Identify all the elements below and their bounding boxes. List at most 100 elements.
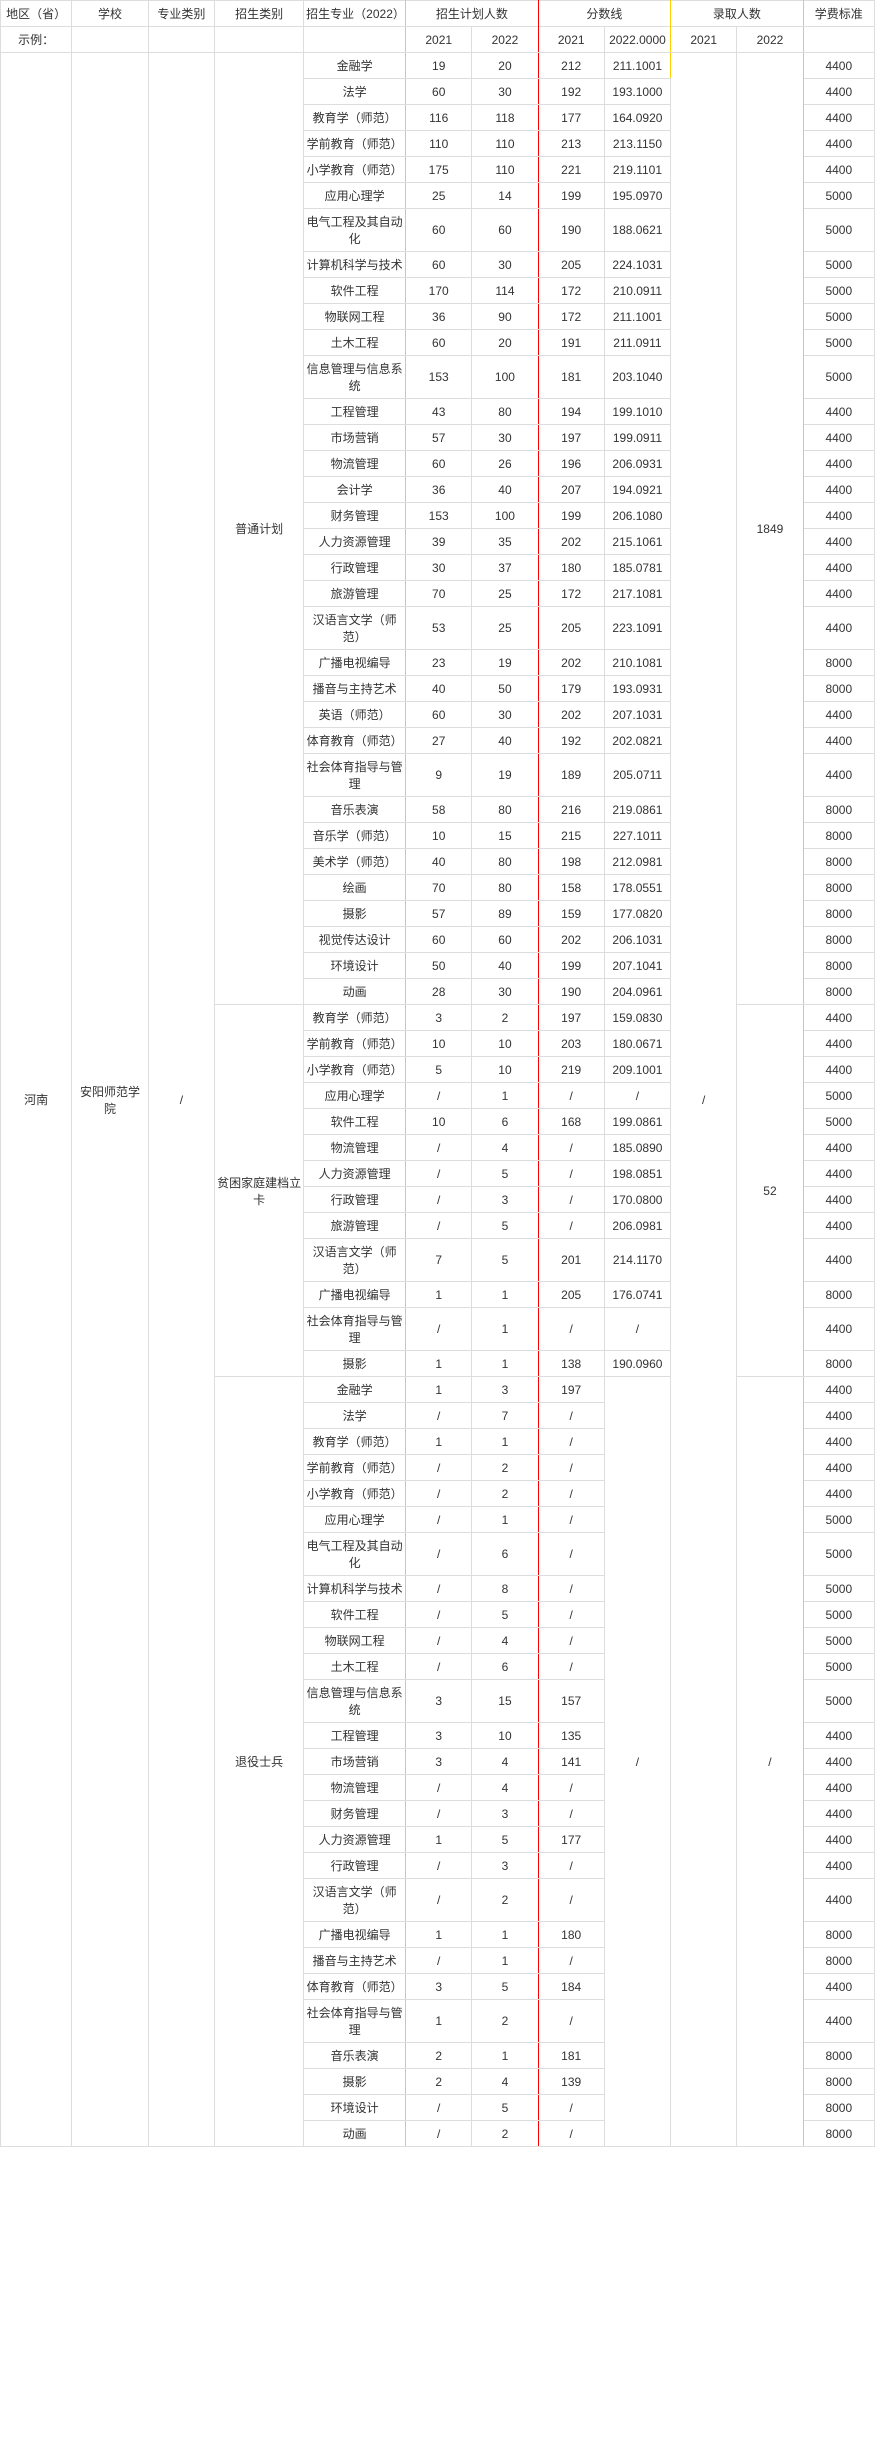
plan-2022: 4 <box>472 1135 538 1161</box>
score-2022: 193.1000 <box>604 79 670 105</box>
score-2022: 207.1031 <box>604 702 670 728</box>
fee-cell: 4400 <box>803 1853 874 1879</box>
score-2021: 212 <box>538 53 604 79</box>
fee-cell: 4400 <box>803 702 874 728</box>
enroll-2022-cell: / <box>737 1377 803 2147</box>
plan-2021: / <box>406 1308 472 1351</box>
major-cell: 社会体育指导与管理 <box>304 2000 406 2043</box>
fee-cell: 4400 <box>803 754 874 797</box>
score-2021: 199 <box>538 183 604 209</box>
fee-cell: 8000 <box>803 979 874 1005</box>
fee-cell: 8000 <box>803 1351 874 1377</box>
major-cell: 视觉传达设计 <box>304 927 406 953</box>
plan-2021: / <box>406 2121 472 2147</box>
plan-2022: 1 <box>472 1922 538 1948</box>
score-2021: 198 <box>538 849 604 875</box>
plan-2022: 100 <box>472 356 538 399</box>
score-2022: 199.0911 <box>604 425 670 451</box>
major-cell: 电气工程及其自动化 <box>304 209 406 252</box>
fee-cell: 8000 <box>803 953 874 979</box>
major-cell: 汉语言文学（师范） <box>304 1879 406 1922</box>
plan-2021: 60 <box>406 927 472 953</box>
score-2021: 177 <box>538 105 604 131</box>
major-cell: 行政管理 <box>304 1187 406 1213</box>
example-row: 示例：2021202220212022.000020212022 <box>1 27 875 53</box>
major-cell: 美术学（师范） <box>304 849 406 875</box>
score-2022: 223.1091 <box>604 607 670 650</box>
plan-2021: 5 <box>406 1057 472 1083</box>
h-score: 分数线 <box>538 1 671 27</box>
plan-2022: 1 <box>472 2043 538 2069</box>
fee-cell: 4400 <box>803 2000 874 2043</box>
plan-2021: 153 <box>406 356 472 399</box>
plan-2022: 6 <box>472 1533 538 1576</box>
score-2022: 198.0851 <box>604 1161 670 1187</box>
plan-2022: 30 <box>472 979 538 1005</box>
score-2021: / <box>538 1602 604 1628</box>
major-cell: 人力资源管理 <box>304 1161 406 1187</box>
fee-cell: 5000 <box>803 1654 874 1680</box>
plan-2022: 30 <box>472 425 538 451</box>
major-cell: 小学教育（师范） <box>304 157 406 183</box>
plan-2022: 2 <box>472 1879 538 1922</box>
plan-2021: 50 <box>406 953 472 979</box>
cell <box>304 27 406 53</box>
major-cell: 广播电视编导 <box>304 1922 406 1948</box>
score-2022: 210.1081 <box>604 650 670 676</box>
plan-2021: / <box>406 1602 472 1628</box>
plan-2022: 10 <box>472 1031 538 1057</box>
score-2022: 219.0861 <box>604 797 670 823</box>
major-cell: 绘画 <box>304 875 406 901</box>
plan-2021: 39 <box>406 529 472 555</box>
score-2021: 205 <box>538 252 604 278</box>
plan-2022: 1 <box>472 1282 538 1308</box>
fee-cell: 8000 <box>803 2069 874 2095</box>
score-2022: 193.0931 <box>604 676 670 702</box>
plan-2021: 57 <box>406 425 472 451</box>
score-2021: / <box>538 1213 604 1239</box>
score-2021: 141 <box>538 1749 604 1775</box>
score-2022: / <box>604 1308 670 1351</box>
score-2021: 172 <box>538 581 604 607</box>
score-2022: 224.1031 <box>604 252 670 278</box>
plan-2022: 25 <box>472 607 538 650</box>
score-2021: 205 <box>538 1282 604 1308</box>
fee-cell: 5000 <box>803 252 874 278</box>
fee-cell: 8000 <box>803 2095 874 2121</box>
score-2021: / <box>538 1654 604 1680</box>
plan-2021: 19 <box>406 53 472 79</box>
fee-cell: 4400 <box>803 1481 874 1507</box>
plan-2022: 7 <box>472 1403 538 1429</box>
h-school: 学校 <box>72 1 148 27</box>
plan-2022: 2 <box>472 1005 538 1031</box>
h-admit-type: 招生类别 <box>215 1 304 27</box>
major-cell: 软件工程 <box>304 1109 406 1135</box>
fee-cell: 4400 <box>803 131 874 157</box>
plan-2021: / <box>406 1507 472 1533</box>
plan-2021: 1 <box>406 1282 472 1308</box>
fee-cell: 4400 <box>803 399 874 425</box>
table-header: 地区（省） 学校 专业类别 招生类别 招生专业（2022） 招生计划人数 分数线… <box>1 1 875 27</box>
plan-2021: / <box>406 1948 472 1974</box>
fee-cell: 5000 <box>803 356 874 399</box>
plan-2022: 2 <box>472 2000 538 2043</box>
major-cell: 应用心理学 <box>304 1083 406 1109</box>
plan-2021: 60 <box>406 252 472 278</box>
plan-2021: 60 <box>406 209 472 252</box>
score-2021: 168 <box>538 1109 604 1135</box>
h-score-2022: 2022.0000 <box>604 27 670 53</box>
major-cell: 学前教育（师范） <box>304 1031 406 1057</box>
plan-2021: 2 <box>406 2043 472 2069</box>
plan-2021: / <box>406 1455 472 1481</box>
major-cell: 行政管理 <box>304 555 406 581</box>
plan-2022: 5 <box>472 1161 538 1187</box>
plan-2022: 110 <box>472 131 538 157</box>
plan-2021: 43 <box>406 399 472 425</box>
score-2022: 213.1150 <box>604 131 670 157</box>
plan-2022: 1 <box>472 1507 538 1533</box>
plan-2022: 110 <box>472 157 538 183</box>
major-cell: 汉语言文学（师范） <box>304 1239 406 1282</box>
fee-cell: 5000 <box>803 1602 874 1628</box>
fee-cell: 4400 <box>803 607 874 650</box>
major-cell: 信息管理与信息系统 <box>304 1680 406 1723</box>
